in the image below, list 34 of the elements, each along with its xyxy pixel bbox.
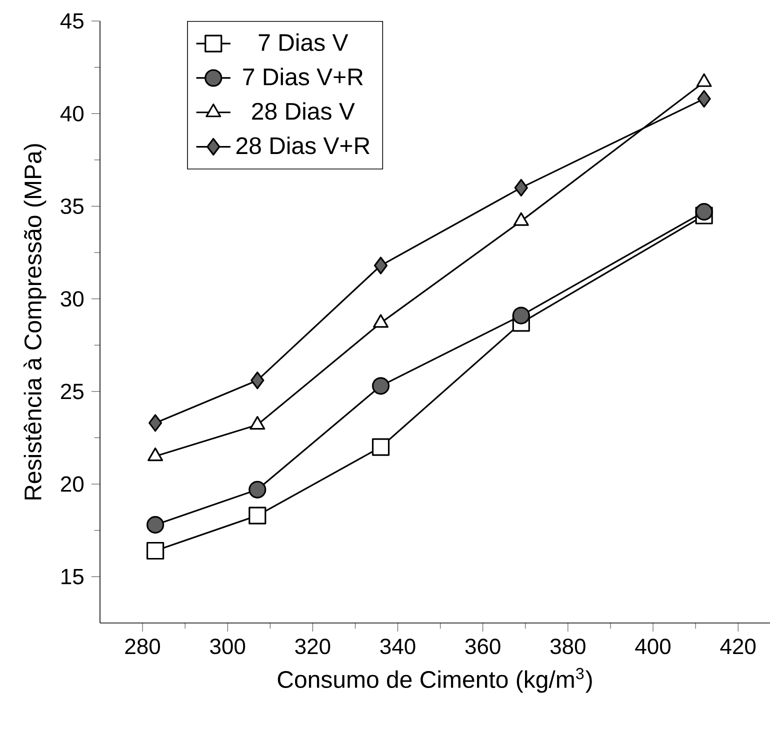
- point: [697, 90, 711, 108]
- point: [148, 414, 162, 432]
- x-tick-label: 340: [380, 638, 416, 654]
- point: [146, 516, 164, 534]
- legend-label: 28 Dias V+R: [236, 136, 370, 154]
- x-tick-label: 320: [295, 638, 330, 654]
- x-tick-label: 300: [210, 638, 246, 654]
- y-tick-label: 15: [62, 569, 84, 584]
- x-tick-label: 360: [465, 638, 500, 654]
- x-tick-label: 400: [635, 638, 670, 654]
- x-tick-label: 280: [125, 638, 160, 654]
- point: [248, 506, 266, 524]
- point: [248, 480, 266, 498]
- point: [250, 372, 264, 390]
- point: [695, 202, 713, 221]
- x-tick-label: 380: [550, 638, 586, 654]
- legend-label: 7 Dias V: [258, 33, 348, 52]
- y-tick-label: 25: [61, 384, 84, 400]
- y-tick-label: 35: [60, 198, 84, 214]
- point: [514, 178, 528, 197]
- point: [372, 377, 390, 395]
- y-axis-title: Resistência à Compressão (MPa): [24, 144, 46, 500]
- point: [146, 542, 164, 560]
- y-tick-label: 40: [60, 106, 84, 122]
- y-tick-label: 20: [61, 476, 84, 492]
- y-tick-label: 45: [60, 13, 84, 29]
- point: [374, 256, 388, 274]
- legend-label: 28 Dias V: [252, 102, 355, 120]
- x-axis-title: Consumo de Cimento (kg/m$^{3}$): [278, 668, 592, 693]
- point: [372, 438, 390, 456]
- point: [512, 306, 530, 324]
- x-tick-label: 420: [720, 638, 756, 654]
- legend-label: 7 Dias V+R: [243, 68, 363, 86]
- y-tick-label: 30: [60, 291, 84, 307]
